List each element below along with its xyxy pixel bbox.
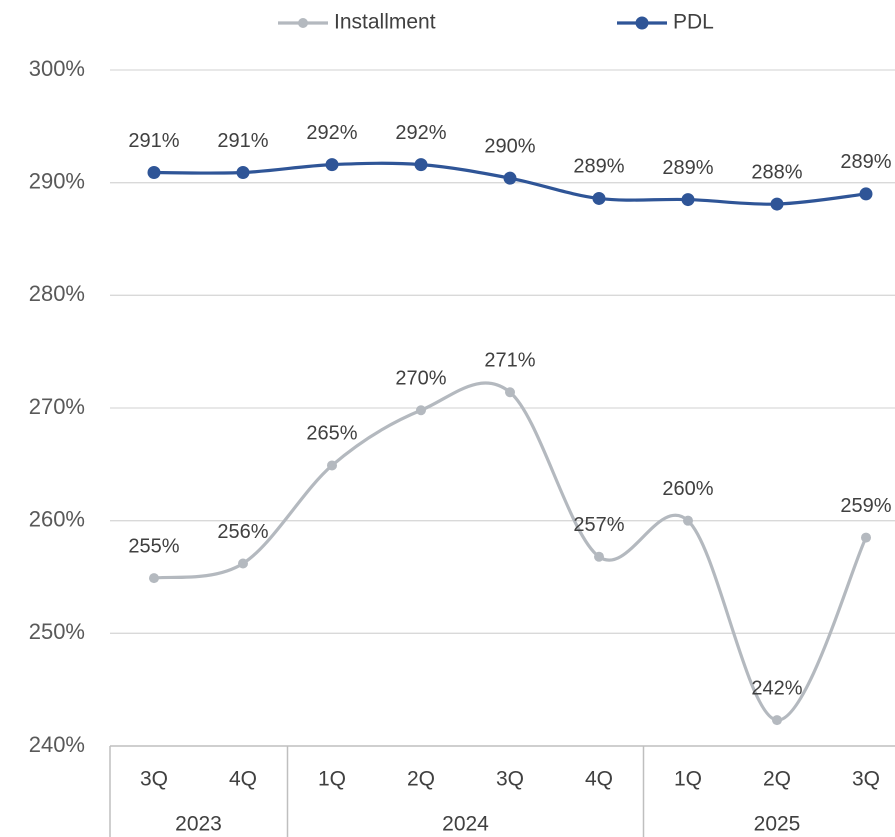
data-point bbox=[861, 532, 871, 543]
x-group-label: 2025 bbox=[754, 813, 801, 836]
x-group-label: 2024 bbox=[442, 813, 489, 836]
legend-label: Installment bbox=[334, 11, 436, 34]
data-label: 255% bbox=[128, 535, 179, 557]
y-tick-label: 280% bbox=[29, 281, 85, 306]
data-label: 292% bbox=[306, 122, 357, 144]
data-label: 290% bbox=[484, 135, 535, 157]
data-point bbox=[505, 387, 515, 398]
x-tick-label: 3Q bbox=[852, 768, 880, 791]
data-point bbox=[503, 171, 517, 185]
data-point bbox=[236, 166, 250, 180]
data-point bbox=[772, 715, 782, 726]
data-label: 288% bbox=[751, 161, 802, 183]
data-point bbox=[681, 193, 695, 207]
data-label: 265% bbox=[306, 423, 357, 445]
legend-marker bbox=[298, 18, 308, 28]
y-tick-label: 260% bbox=[29, 506, 85, 531]
data-label: 259% bbox=[840, 495, 891, 517]
x-tick-label: 2Q bbox=[763, 768, 791, 791]
data-point bbox=[594, 551, 604, 562]
data-label: 260% bbox=[662, 478, 713, 500]
x-tick-label: 3Q bbox=[496, 768, 524, 791]
data-point bbox=[147, 166, 161, 180]
y-tick-label: 250% bbox=[29, 619, 85, 644]
data-label: 270% bbox=[395, 368, 446, 390]
x-tick-label: 3Q bbox=[140, 768, 168, 791]
data-point bbox=[327, 460, 337, 471]
data-point bbox=[149, 573, 159, 584]
data-point bbox=[592, 191, 606, 205]
x-tick-label: 1Q bbox=[318, 768, 346, 791]
data-label: 256% bbox=[217, 521, 268, 543]
data-point bbox=[683, 515, 693, 526]
y-tick-label: 240% bbox=[29, 732, 85, 757]
x-tick-label: 1Q bbox=[674, 768, 702, 791]
data-point bbox=[859, 187, 873, 201]
x-tick-label: 4Q bbox=[229, 768, 257, 791]
data-label: 291% bbox=[128, 130, 179, 152]
data-label: 292% bbox=[395, 122, 446, 144]
data-point bbox=[238, 558, 248, 569]
data-label: 289% bbox=[840, 151, 891, 173]
data-label: 257% bbox=[573, 514, 624, 536]
series-line bbox=[153, 381, 868, 722]
y-tick-label: 290% bbox=[29, 168, 85, 193]
data-label: 271% bbox=[484, 350, 535, 372]
legend-label: PDL bbox=[673, 11, 714, 34]
x-tick-label: 2Q bbox=[407, 768, 435, 791]
data-label: 289% bbox=[573, 156, 624, 178]
data-label: 242% bbox=[751, 677, 802, 699]
y-tick-label: 300% bbox=[29, 56, 85, 81]
legend-marker bbox=[635, 16, 649, 30]
x-group-label: 2023 bbox=[175, 813, 222, 836]
y-tick-label: 270% bbox=[29, 394, 85, 419]
data-point bbox=[325, 158, 339, 172]
x-tick-label: 4Q bbox=[585, 768, 613, 791]
data-point bbox=[414, 158, 428, 172]
data-point bbox=[770, 197, 784, 211]
data-point bbox=[416, 405, 426, 416]
data-label: 289% bbox=[662, 157, 713, 179]
data-label: 291% bbox=[217, 130, 268, 152]
